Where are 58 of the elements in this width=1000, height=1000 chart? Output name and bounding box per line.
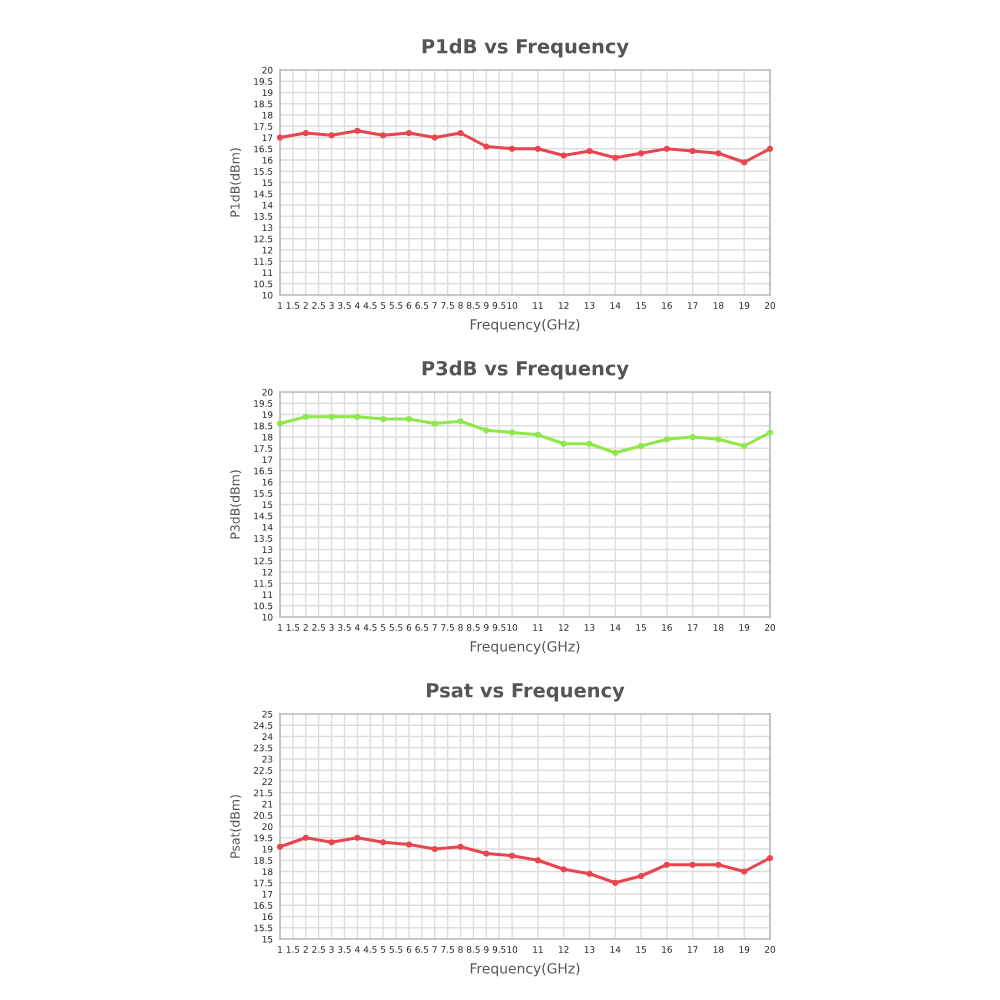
point: [612, 449, 619, 456]
point: [560, 152, 567, 159]
point: [715, 861, 722, 868]
point: [766, 429, 774, 436]
point: [663, 145, 670, 152]
point: [586, 870, 593, 877]
point: [483, 850, 490, 857]
point: [509, 429, 516, 436]
point: [741, 159, 748, 166]
chart-title: P3dB vs Frequency: [422, 360, 629, 380]
point: [612, 154, 619, 161]
point: [612, 879, 619, 886]
point: [302, 834, 309, 841]
point: [741, 442, 748, 450]
point: [380, 839, 387, 846]
point: [483, 143, 490, 150]
point: [741, 868, 748, 875]
point: [560, 440, 567, 447]
point: [715, 436, 722, 443]
point: [276, 843, 284, 850]
point: [689, 861, 696, 868]
chart-title: Psat vs Frequency: [427, 683, 625, 702]
point: [276, 134, 284, 141]
line-series: [276, 834, 774, 886]
point: [509, 145, 516, 152]
point: [560, 866, 567, 873]
point: [663, 861, 670, 868]
point: [431, 845, 438, 853]
point: [689, 147, 696, 155]
line-series: [276, 413, 774, 456]
point: [689, 433, 696, 441]
point: [328, 839, 335, 846]
point: [534, 431, 541, 438]
point: [534, 857, 541, 864]
point: [380, 132, 387, 139]
point: [431, 420, 438, 427]
point: [586, 440, 593, 447]
point: [663, 436, 670, 443]
point: [328, 132, 335, 139]
point: [354, 834, 361, 841]
point: [534, 145, 541, 152]
point: [457, 418, 464, 425]
point: [405, 841, 412, 848]
chart-title: P1dB vs Frequency: [422, 38, 629, 58]
point: [354, 413, 361, 420]
point: [715, 150, 722, 157]
point: [276, 420, 284, 427]
point: [638, 150, 645, 157]
point: [766, 145, 774, 152]
point: [509, 852, 516, 859]
point: [483, 427, 490, 434]
point: [457, 129, 464, 137]
point: [354, 127, 361, 134]
point: [586, 147, 593, 155]
point: [328, 413, 335, 420]
point: [302, 413, 309, 420]
point: [457, 843, 464, 850]
point: [431, 134, 438, 141]
